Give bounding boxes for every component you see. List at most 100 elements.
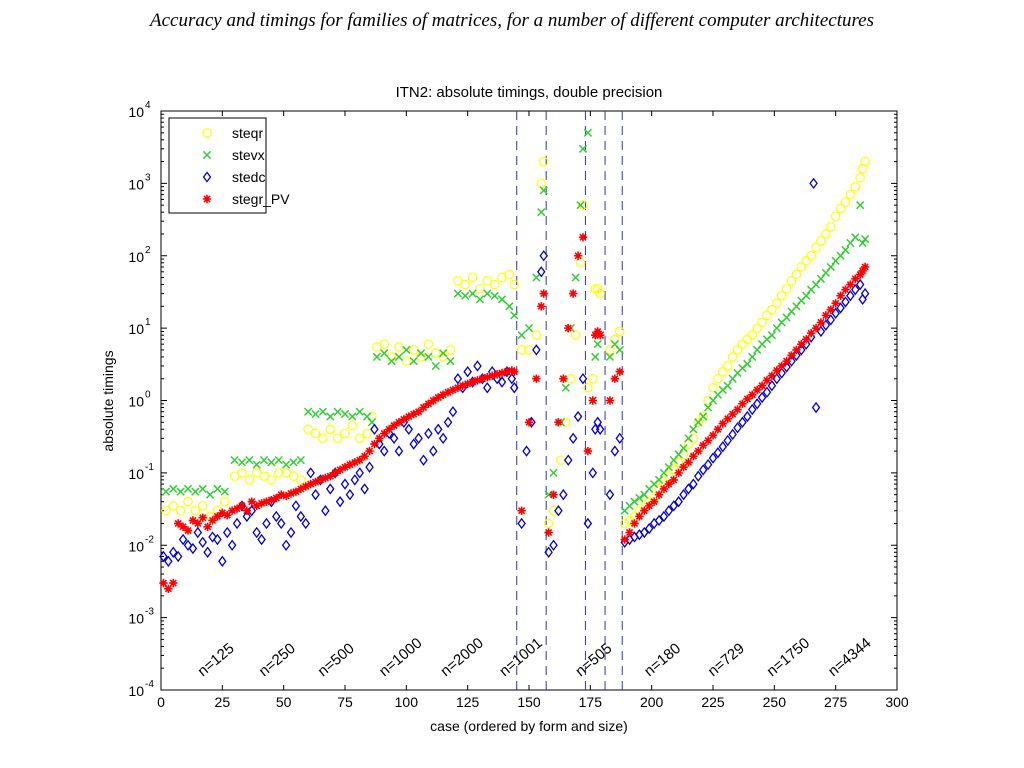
- data-point: [386, 352, 397, 362]
- data-point: [355, 455, 364, 465]
- data-point: [851, 283, 860, 296]
- data-point: [301, 482, 310, 491]
- x-tick-label: 275: [824, 694, 848, 710]
- size-label: n=2000: [437, 635, 487, 680]
- data-point: [473, 376, 482, 385]
- data-point: [443, 388, 453, 397]
- size-label: n=500: [315, 640, 358, 680]
- data-point: [173, 519, 183, 528]
- data-point: [860, 262, 870, 272]
- data-point: [743, 410, 752, 423]
- data-point: [673, 457, 684, 468]
- y-tick-label: 10: [128, 176, 144, 192]
- size-label: n=125: [194, 640, 237, 680]
- data-point: [291, 500, 301, 512]
- data-point: [453, 276, 463, 286]
- data-point: [468, 377, 477, 387]
- data-point: [242, 506, 252, 515]
- data-point: [595, 330, 605, 340]
- data-point: [563, 454, 573, 466]
- y-tick-label: 10: [128, 104, 144, 120]
- data-point: [722, 361, 733, 371]
- data-point: [723, 414, 732, 423]
- data-point: [446, 356, 455, 366]
- data-point: [664, 505, 674, 517]
- data-point: [380, 349, 389, 358]
- data-point: [767, 331, 777, 340]
- data-point: [360, 451, 369, 461]
- data-point: [259, 455, 269, 465]
- data-point: [306, 479, 315, 489]
- data-point: [483, 382, 492, 394]
- data-point: [595, 423, 605, 435]
- legend-marker: [202, 194, 212, 204]
- data-point: [232, 504, 242, 513]
- data-point: [218, 508, 227, 518]
- data-point: [197, 501, 208, 511]
- data-point: [438, 390, 448, 399]
- data-point: [713, 447, 723, 459]
- data-point: [198, 513, 207, 522]
- data-point: [510, 367, 519, 376]
- data-point: [564, 323, 573, 333]
- data-point: [311, 488, 320, 501]
- data-point: [482, 276, 493, 286]
- data-point: [858, 266, 867, 275]
- data-point: [659, 484, 669, 494]
- data-point: [728, 409, 737, 419]
- data-point: [183, 539, 193, 551]
- data-point: [772, 366, 781, 375]
- data-point: [222, 526, 232, 539]
- legend-label: stegr_PV: [232, 191, 290, 207]
- data-point: [559, 488, 568, 501]
- data-point: [860, 234, 870, 244]
- data-point: [588, 396, 597, 405]
- data-point: [826, 305, 835, 314]
- data-point: [664, 463, 673, 472]
- data-point: [590, 283, 601, 294]
- data-point: [350, 458, 360, 467]
- data-point: [737, 339, 748, 349]
- data-point: [213, 512, 222, 521]
- data-point: [325, 424, 336, 435]
- legend-marker: [202, 171, 212, 183]
- data-point: [568, 289, 578, 298]
- data-point: [689, 478, 698, 490]
- data-point: [856, 201, 865, 210]
- legend-marker: [202, 150, 212, 160]
- data-point: [747, 330, 758, 340]
- data-point: [727, 352, 738, 362]
- data-point: [289, 458, 298, 467]
- data-point: [537, 266, 546, 278]
- data-point: [743, 359, 752, 369]
- y-tick-exponent: 0: [145, 390, 151, 401]
- x-tick-label: 300: [885, 694, 909, 710]
- data-point: [537, 208, 546, 217]
- data-point: [537, 302, 546, 311]
- data-point: [858, 293, 867, 306]
- x-axis-label: case (ordered by form and size): [430, 718, 628, 734]
- data-point: [635, 512, 644, 521]
- data-point: [237, 458, 247, 467]
- y-tick-exponent: 4: [145, 100, 151, 111]
- data-point: [757, 391, 767, 404]
- data-point: [375, 434, 384, 443]
- data-point: [845, 189, 856, 200]
- data-point: [252, 526, 261, 539]
- data-point: [497, 376, 507, 388]
- data-point: [539, 250, 548, 262]
- x-tick-label: 250: [763, 694, 787, 710]
- data-point: [168, 501, 179, 511]
- data-point: [605, 396, 615, 405]
- data-point: [654, 475, 664, 485]
- data-point: [424, 352, 433, 362]
- data-point: [713, 425, 723, 434]
- data-point: [605, 345, 615, 355]
- data-point: [296, 484, 306, 494]
- data-point: [831, 299, 840, 308]
- data-point: [841, 245, 850, 255]
- data-point: [679, 462, 688, 472]
- data-point: [684, 434, 693, 443]
- legend-box: [168, 117, 267, 214]
- x-tick-label: 0: [157, 694, 165, 710]
